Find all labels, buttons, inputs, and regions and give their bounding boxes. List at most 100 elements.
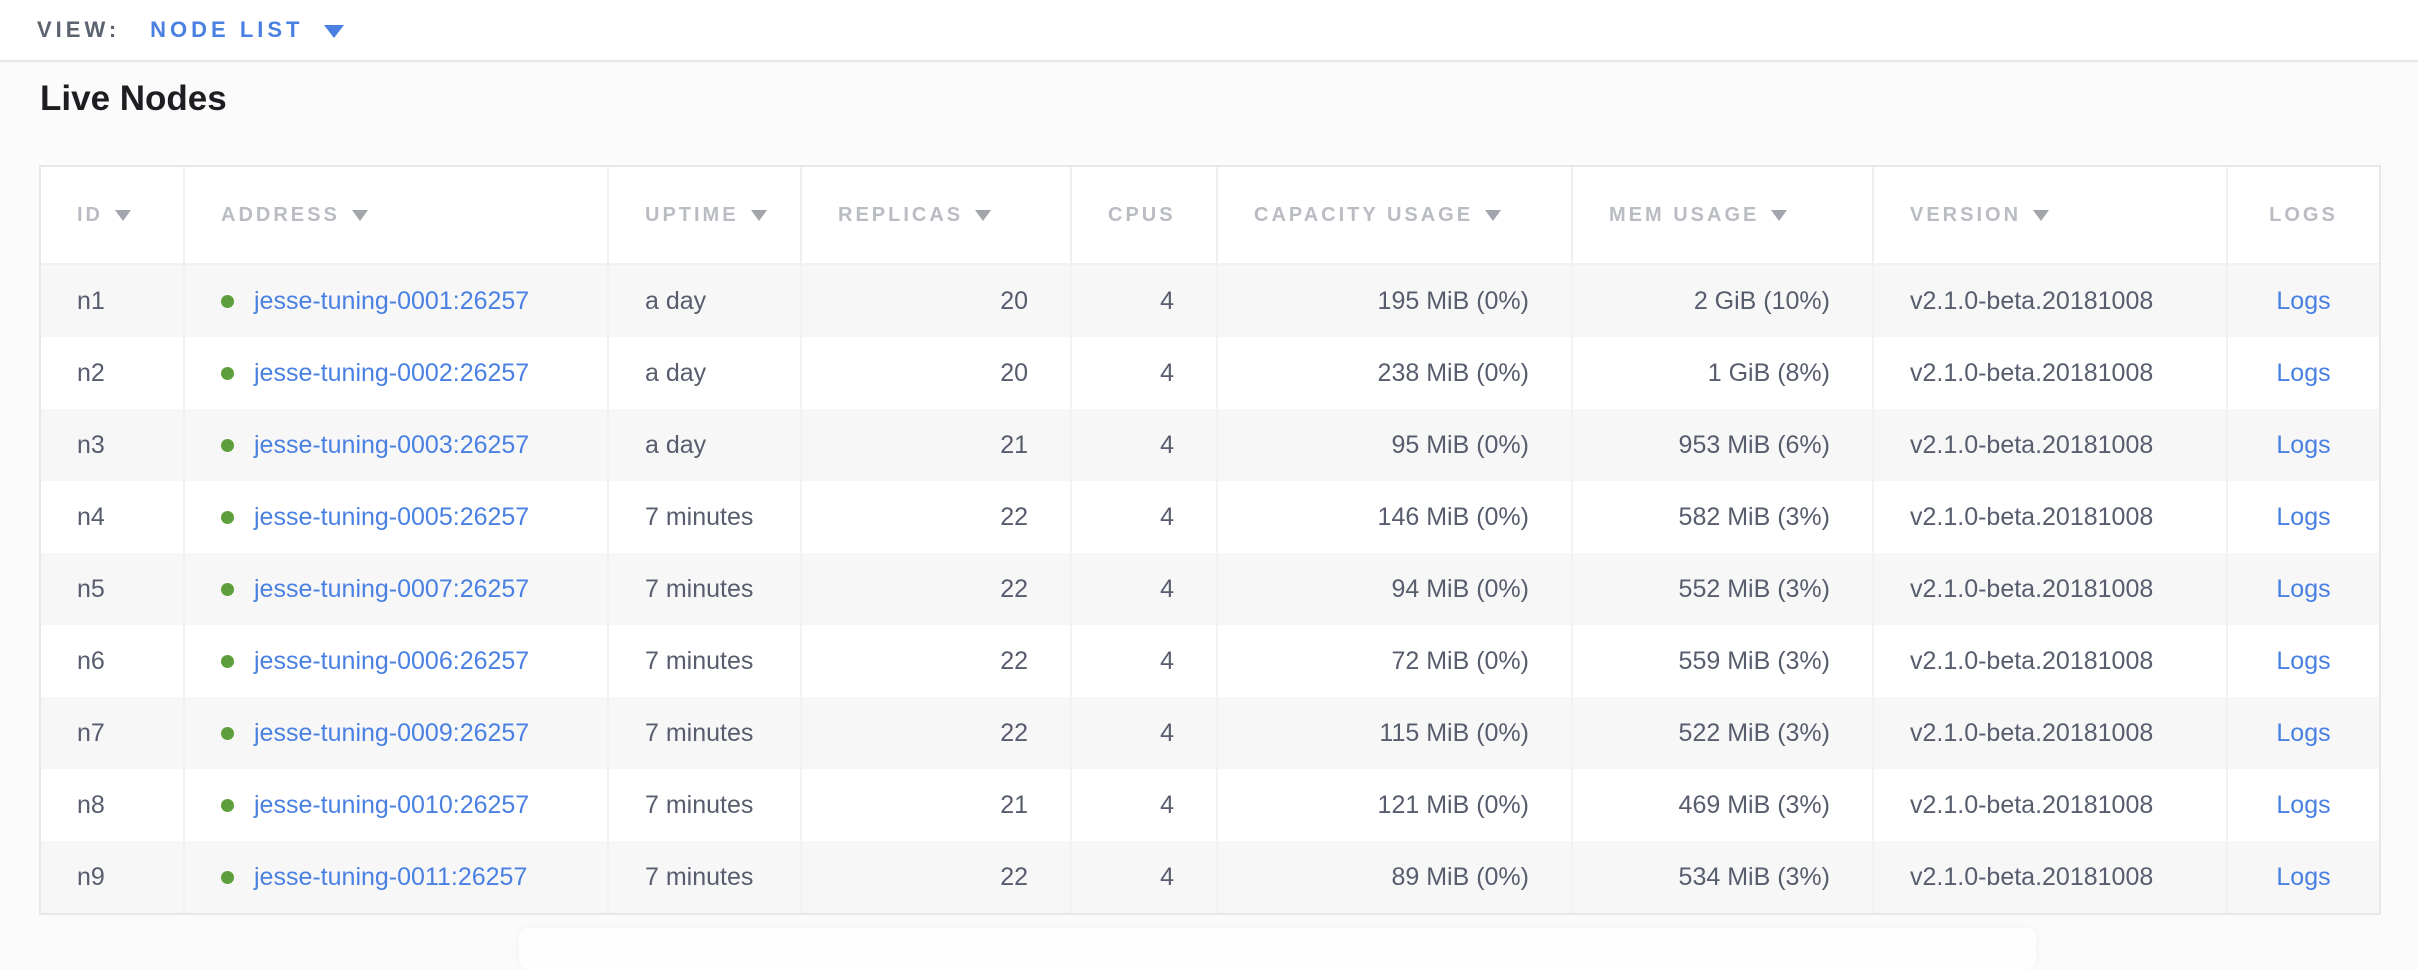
replicas-cell: 22: [800, 625, 1070, 697]
capacity-cell: 89 MiB (0%): [1216, 841, 1571, 913]
table-row: n4 jesse-tuning-0005:26257 7 minutes 22 4 146…: [41, 481, 2379, 553]
cpus-cell: 4: [1070, 409, 1216, 481]
column-header-address[interactable]: ADDRESS: [183, 167, 607, 265]
node-live-status-icon: [221, 295, 234, 309]
view-selector-dropdown[interactable]: NODE LIST: [150, 17, 344, 43]
column-header-capacity[interactable]: CAPACITY USAGE: [1216, 167, 1571, 265]
logs-link[interactable]: Logs: [2276, 790, 2331, 819]
table-row: n8 jesse-tuning-0010:26257 7 minutes 21 4 121…: [41, 769, 2379, 841]
column-header-replicas[interactable]: REPLICAS: [800, 167, 1070, 265]
column-header-label: MEM USAGE: [1609, 203, 1760, 226]
version-cell: v2.1.0-beta.20181008: [1872, 553, 2226, 625]
replicas-cell: 22: [800, 553, 1070, 625]
uptime-cell: 7 minutes: [607, 841, 800, 913]
sort-desc-icon: [1771, 209, 1788, 221]
table-row: n2 jesse-tuning-0002:26257 a day 20 4 238 MiB…: [41, 337, 2379, 409]
node-address-link[interactable]: jesse-tuning-0003:26257: [254, 430, 530, 459]
id-cell: n9: [41, 841, 183, 913]
sort-desc-icon: [351, 209, 368, 221]
node-address-link[interactable]: jesse-tuning-0001:26257: [254, 286, 530, 315]
cpus-cell: 4: [1070, 769, 1216, 841]
column-header-uptime[interactable]: UPTIME: [607, 167, 800, 265]
table-row: n6 jesse-tuning-0006:26257 7 minutes 22 4 72 …: [41, 625, 2379, 697]
table-row: n7 jesse-tuning-0009:26257 7 minutes 22 4 115…: [41, 697, 2379, 769]
column-header-label: LOGS: [2269, 203, 2338, 226]
column-header-label: REPLICAS: [838, 203, 964, 226]
logs-link[interactable]: Logs: [2276, 862, 2331, 891]
address-cell: jesse-tuning-0010:26257: [183, 769, 607, 841]
column-header-version[interactable]: VERSION: [1872, 167, 2226, 265]
logs-cell: Logs: [2226, 337, 2379, 409]
sort-desc-icon: [115, 209, 131, 221]
mem-cell: 2 GiB (10%): [1571, 265, 1872, 337]
node-address-link[interactable]: jesse-tuning-0006:26257: [254, 646, 530, 675]
column-header-logs: LOGS: [2226, 167, 2379, 265]
replicas-cell: 20: [800, 265, 1070, 337]
node-address-link[interactable]: jesse-tuning-0002:26257: [254, 358, 530, 387]
id-cell: n7: [41, 697, 183, 769]
logs-link[interactable]: Logs: [2276, 646, 2331, 675]
cpus-cell: 4: [1070, 697, 1216, 769]
id-cell: n8: [77, 790, 105, 819]
id-cell: n3: [41, 409, 183, 481]
table-row: n9 jesse-tuning-0011:26257 7 minutes 22 4 89 …: [41, 841, 2379, 913]
version-cell: v2.1.0-beta.20181008: [1872, 625, 2226, 697]
address-cell: jesse-tuning-0003:26257: [183, 409, 607, 481]
logs-cell: Logs: [2226, 697, 2379, 769]
id-cell: n6: [77, 646, 105, 675]
node-address-link[interactable]: jesse-tuning-0005:26257: [254, 502, 530, 531]
capacity-cell: 121 MiB (0%): [1216, 769, 1571, 841]
column-header-cpus: CPUS: [1070, 167, 1216, 265]
replicas-cell: 22: [800, 841, 1070, 913]
address-cell: jesse-tuning-0001:26257: [183, 265, 607, 337]
replicas-cell: 20: [800, 337, 1070, 409]
column-header-id[interactable]: ID: [41, 167, 183, 265]
version-cell: v2.1.0-beta.20181008: [1872, 265, 2226, 337]
column-header-label: ID: [77, 203, 103, 226]
address-cell: jesse-tuning-0002:26257: [183, 337, 607, 409]
replicas-cell: 22: [800, 481, 1070, 553]
address-cell: jesse-tuning-0005:26257: [183, 481, 607, 553]
page-title: Live Nodes: [40, 79, 227, 118]
uptime-cell: a day: [607, 265, 800, 337]
column-header-label: UPTIME: [645, 203, 739, 226]
node-address-link[interactable]: jesse-tuning-0010:26257: [254, 790, 530, 819]
uptime-cell: 7 minutes: [607, 553, 800, 625]
address-cell: jesse-tuning-0007:26257: [183, 553, 607, 625]
uptime-cell: 7 minutes: [607, 481, 800, 553]
node-address-link[interactable]: jesse-tuning-0011:26257: [254, 862, 528, 891]
mem-cell: 582 MiB (3%): [1571, 481, 1872, 553]
capacity-cell: 195 MiB (0%): [1216, 265, 1571, 337]
logs-link[interactable]: Logs: [2276, 286, 2331, 315]
logs-cell: Logs: [2226, 553, 2379, 625]
logs-cell: Logs: [2226, 841, 2379, 913]
uptime-cell: 7 minutes: [607, 697, 800, 769]
chevron-down-icon: [323, 25, 344, 38]
column-header-label: VERSION: [1910, 203, 2022, 226]
logs-link[interactable]: Logs: [2276, 430, 2331, 459]
column-header-mem[interactable]: MEM USAGE: [1571, 167, 1872, 265]
node-live-status-icon: [221, 871, 234, 885]
logs-link[interactable]: Logs: [2276, 574, 2331, 603]
cpus-cell: 4: [1070, 625, 1216, 697]
id-cell: n4: [77, 502, 105, 531]
sort-desc-icon: [975, 209, 992, 221]
address-cell: jesse-tuning-0011:26257: [183, 841, 607, 913]
table-header-row: ID ADDRESS UPTIME REPLICAS CPUS CAPACITY USAG…: [41, 167, 2379, 265]
logs-link[interactable]: Logs: [2276, 718, 2331, 747]
live-nodes-table-container: ID ADDRESS UPTIME REPLICAS CPUS CAPACITY USAG…: [39, 165, 2381, 915]
logs-cell: Logs: [2226, 769, 2379, 841]
table-row: n3 jesse-tuning-0003:26257 a day 21 4 95 MiB …: [41, 409, 2379, 481]
node-address-link[interactable]: jesse-tuning-0007:26257: [254, 574, 530, 603]
view-label: VIEW:: [37, 17, 121, 42]
sort-desc-icon: [2033, 209, 2050, 221]
logs-link[interactable]: Logs: [2276, 502, 2331, 531]
logs-cell: Logs: [2226, 409, 2379, 481]
node-address-link[interactable]: jesse-tuning-0009:26257: [254, 718, 530, 747]
sort-desc-icon: [1485, 209, 1502, 221]
cpus-cell: 4: [1070, 337, 1216, 409]
address-cell: jesse-tuning-0009:26257: [183, 697, 607, 769]
table-row: n5 jesse-tuning-0007:26257 7 minutes 22 4 94 …: [41, 553, 2379, 625]
logs-link[interactable]: Logs: [2276, 358, 2331, 387]
version-cell: v2.1.0-beta.20181008: [1872, 337, 2226, 409]
